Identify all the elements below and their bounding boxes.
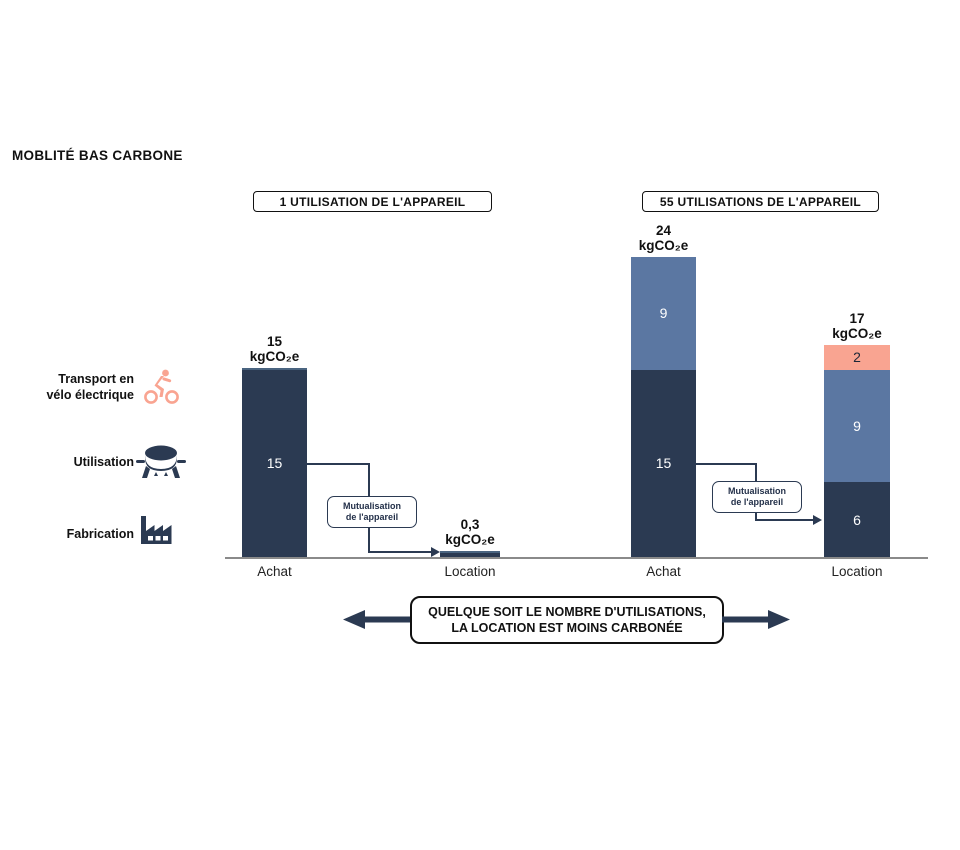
bar-total-label: 15 kgCO₂e <box>249 333 300 364</box>
legend-label-fabrication: Fabrication <box>66 527 134 541</box>
bar-segment-fabrication: 6 <box>824 482 890 557</box>
page-title: MOBLITÉ BAS CARBONE <box>12 148 183 163</box>
banner-conclusion: QUELQUE SOIT LE NOMBRE D'UTILISATIONS, L… <box>410 596 724 644</box>
arrow-left-icon <box>343 609 411 635</box>
cooking-appliance-icon <box>136 442 186 489</box>
bar-segment-fabrication: 15 <box>242 369 307 557</box>
mutualisation-callout-2: Mutualisation de l'appareil <box>712 481 802 513</box>
connector-line <box>755 519 815 521</box>
bar-total-label: 0,3 kgCO₂e <box>445 517 495 548</box>
group-header-1-use: 1 UTILISATION DE L'APPAREIL <box>253 191 492 212</box>
bar-total-label: 24 kgCO₂e <box>638 223 689 253</box>
arrow-right-icon <box>722 609 790 635</box>
bar-segment-utilisation: 9 <box>631 257 696 370</box>
bar-achat-group1: 15 <box>242 367 307 557</box>
bar-total-label: 17 kgCO₂e <box>832 310 882 341</box>
mutualisation-callout-1: Mutualisation de l'appareil <box>327 496 417 528</box>
connector-line <box>696 463 757 465</box>
group-header-55-uses: 55 UTILISATIONS DE L'APPAREIL <box>642 191 879 212</box>
bar-achat-group2: 9 15 <box>631 257 696 557</box>
legend-label-utilisation: Utilisation <box>73 455 134 469</box>
factory-icon <box>139 514 174 550</box>
x-axis-line <box>225 557 928 559</box>
bar-segment-utilisation: 9 <box>824 369 890 482</box>
x-axis-label-achat: Achat <box>257 564 292 579</box>
x-axis-label-achat: Achat <box>646 564 681 579</box>
connector-line <box>368 551 432 553</box>
bar-location-group1 <box>440 551 500 557</box>
x-axis-label-location: Location <box>444 564 496 579</box>
connector-line <box>307 463 369 465</box>
bar-segment-fabrication <box>440 553 500 557</box>
x-axis-label-location: Location <box>831 564 883 579</box>
ebike-icon <box>144 366 180 411</box>
legend-label-transport-velo: Transport en vélo électrique <box>46 372 134 402</box>
connector-arrow-icon <box>431 547 440 557</box>
bar-segment-fabrication: 15 <box>631 369 696 557</box>
connector-arrow-icon <box>813 515 822 525</box>
bar-segment-transport-en-v-lo-lectrique: 2 <box>824 344 890 370</box>
